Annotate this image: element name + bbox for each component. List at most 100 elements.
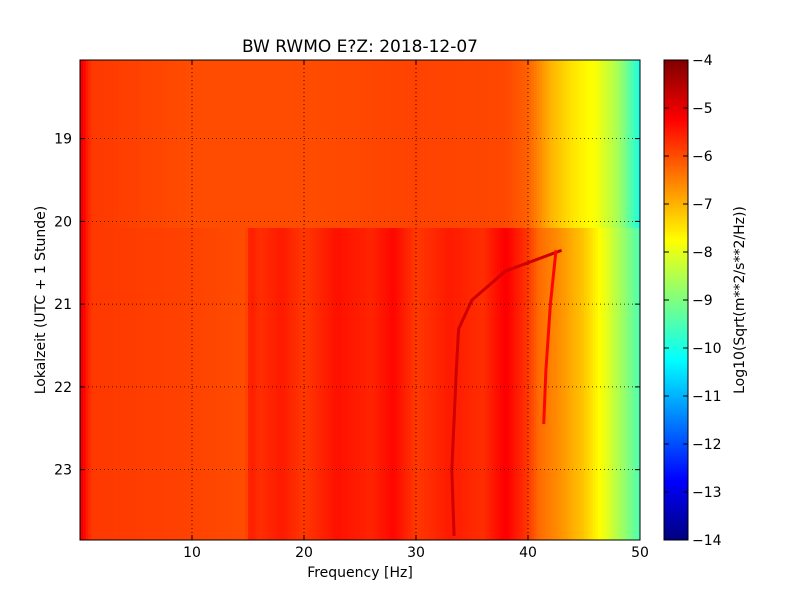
heatmap-cell xyxy=(236,60,241,228)
heatmap-cell xyxy=(584,228,588,540)
heatmap-cell xyxy=(152,228,157,540)
heatmap-cell xyxy=(287,228,291,540)
colorbar-label: Log10(Sqrt(m**2/s**2/Hz)) xyxy=(732,206,748,394)
heatmap-cell xyxy=(292,228,297,540)
heatmap-cell xyxy=(362,60,367,228)
heatmap-cell xyxy=(628,228,633,540)
heatmap-cell xyxy=(158,228,162,540)
heatmap-cell xyxy=(530,60,535,228)
heatmap-cell xyxy=(441,60,445,228)
colorbar-tick-label: −11 xyxy=(692,389,722,405)
heatmap-cell xyxy=(402,228,406,540)
heatmap-cell xyxy=(536,60,540,228)
heatmap-cell xyxy=(449,60,453,228)
heatmap-cell xyxy=(488,60,493,228)
heatmap-cell xyxy=(141,228,145,540)
heatmap-cell xyxy=(259,60,263,228)
heatmap-cell xyxy=(351,60,355,228)
heatmap-cell xyxy=(315,228,319,540)
heatmap-cell xyxy=(572,60,577,228)
heatmap-cell xyxy=(220,228,224,540)
heatmap-cell xyxy=(556,228,560,540)
heatmap-cell xyxy=(416,228,420,540)
heatmap-cell xyxy=(164,60,168,228)
heatmap-cell xyxy=(589,228,593,540)
heatmap-cell xyxy=(309,228,313,540)
heatmap-cell xyxy=(304,228,308,540)
heatmap-cell xyxy=(88,60,92,228)
heatmap-cell xyxy=(214,60,218,228)
heatmap-cell xyxy=(502,60,507,228)
heatmap-cell xyxy=(376,60,381,228)
y-tick-label: 20 xyxy=(54,214,72,230)
heatmap-cell xyxy=(354,228,358,540)
heatmap-cell xyxy=(533,228,537,540)
heatmap-cell xyxy=(404,60,409,228)
heatmap-cell xyxy=(614,228,619,540)
heatmap-cell xyxy=(102,60,106,228)
heatmap-cell xyxy=(178,60,182,228)
heatmap-cell xyxy=(578,60,582,228)
heatmap-cell xyxy=(80,228,84,540)
heatmap-cell xyxy=(458,60,462,228)
heatmap-cell xyxy=(346,60,350,228)
heatmap-cell xyxy=(623,60,627,228)
heatmap-cell xyxy=(542,60,546,228)
heatmap-cell xyxy=(530,228,535,540)
heatmap-cell xyxy=(309,60,313,228)
heatmap-cell xyxy=(119,60,123,228)
heatmap-cell xyxy=(365,60,369,228)
heatmap-cell xyxy=(225,60,229,228)
x-tick-label: 10 xyxy=(183,545,201,561)
colorbar-tick-label: −4 xyxy=(692,53,713,69)
heatmap-cell xyxy=(528,60,532,228)
heatmap-cell xyxy=(250,60,255,228)
heatmap-cell xyxy=(329,60,333,228)
heatmap-cell xyxy=(150,60,154,228)
heatmap-cell xyxy=(332,60,336,228)
heatmap-cell xyxy=(200,228,204,540)
heatmap-cell xyxy=(511,228,515,540)
heatmap-cell xyxy=(603,60,607,228)
heatmap-cell xyxy=(273,228,277,540)
heatmap-cell xyxy=(578,228,582,540)
heatmap-cell xyxy=(592,60,596,228)
spectral-trace xyxy=(450,248,563,536)
heatmap-cell xyxy=(242,60,246,228)
heatmap-cell xyxy=(550,228,554,540)
heatmap-cell xyxy=(483,60,487,228)
heatmap-cell xyxy=(547,60,551,228)
heatmap-cell xyxy=(438,60,442,228)
heatmap-cell xyxy=(124,60,129,228)
heatmap-cell xyxy=(222,60,227,228)
colorbar-tick-label: −13 xyxy=(692,485,722,501)
colorbar-tick-label: −8 xyxy=(692,245,713,261)
heatmap-cell xyxy=(192,60,196,228)
heatmap-cell xyxy=(284,228,288,540)
heatmap-cell xyxy=(598,228,602,540)
heatmap-cell xyxy=(435,228,439,540)
heatmap-cell xyxy=(514,228,518,540)
heatmap-cell xyxy=(183,60,187,228)
heatmap-cell xyxy=(438,228,442,540)
heatmap-cell xyxy=(586,60,591,228)
heatmap-cell xyxy=(158,60,162,228)
heatmap-cell xyxy=(217,60,221,228)
x-tick-label: 20 xyxy=(295,545,313,561)
heatmap-cell xyxy=(228,228,232,540)
heatmap-cell xyxy=(94,60,98,228)
heatmap-cell xyxy=(231,60,235,228)
heatmap-cell xyxy=(172,228,176,540)
heatmap-cell xyxy=(105,60,109,228)
heatmap-cell xyxy=(393,228,397,540)
heatmap-cell xyxy=(225,228,229,540)
heatmap-cell xyxy=(152,60,157,228)
heatmap-cell xyxy=(127,60,131,228)
heatmap-cell xyxy=(99,228,103,540)
heatmap-cell xyxy=(533,60,537,228)
heatmap-cell xyxy=(278,228,283,540)
heatmap-cell xyxy=(477,228,481,540)
heatmap-cell xyxy=(85,228,89,540)
heatmap-cell xyxy=(474,228,479,540)
heatmap-cell xyxy=(469,228,473,540)
